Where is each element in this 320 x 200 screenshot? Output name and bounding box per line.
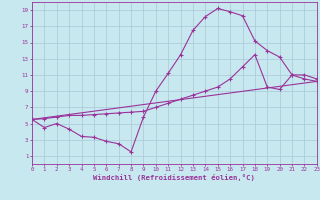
X-axis label: Windchill (Refroidissement éolien,°C): Windchill (Refroidissement éolien,°C) xyxy=(93,174,255,181)
